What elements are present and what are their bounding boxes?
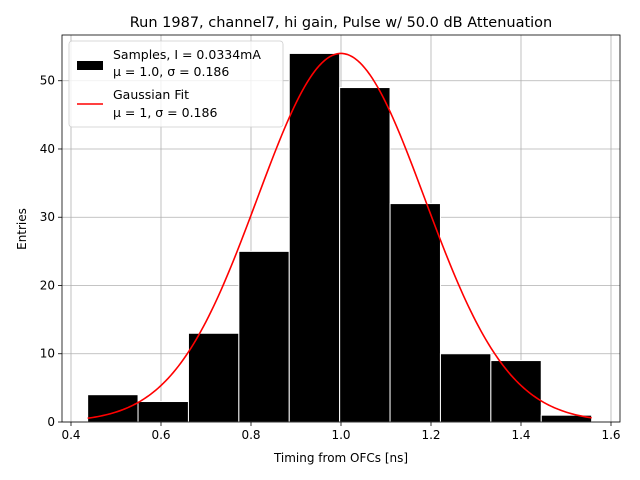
x-tick-label-3: 1.0 xyxy=(331,428,350,442)
y-tick-label-2: 20 xyxy=(40,278,55,292)
y-tick-label-1: 10 xyxy=(40,347,55,361)
legend: Samples, I = 0.0334mA μ = 1.0, σ = 0.186… xyxy=(68,40,284,128)
x-tick-label-0: 0.4 xyxy=(61,428,80,442)
legend-fit-stats: μ = 1, σ = 0.186 xyxy=(113,105,217,120)
y-tick-label-0: 0 xyxy=(47,415,55,429)
legend-histogram-swatch xyxy=(77,61,103,70)
x-tick-label-4: 1.2 xyxy=(421,428,440,442)
x-tick-label-2: 0.8 xyxy=(241,428,260,442)
histogram-bar-0 xyxy=(87,394,139,423)
histogram-bar-1 xyxy=(137,401,189,423)
histogram-bar-3 xyxy=(238,250,290,423)
x-axis-label: Timing from OFCs [ns] xyxy=(273,451,408,465)
y-tick-label-5: 50 xyxy=(40,74,55,88)
x-tick-label-6: 1.6 xyxy=(601,428,620,442)
histogram-bar-8 xyxy=(490,360,542,423)
legend-histogram-stats: μ = 1.0, σ = 0.186 xyxy=(113,64,229,79)
gaussian-fit-curve xyxy=(87,52,592,420)
legend-fit-label: Gaussian Fit xyxy=(113,87,189,102)
histogram-bars xyxy=(87,52,593,423)
x-tick-label-5: 1.4 xyxy=(511,428,530,442)
y-tick-label-4: 40 xyxy=(40,142,55,156)
histogram-bar-2 xyxy=(187,332,240,423)
legend-box xyxy=(68,40,284,128)
histogram-bar-5 xyxy=(339,87,391,423)
x-axis-ticks: 0.4 0.6 0.8 1.0 1.2 1.4 1.6 xyxy=(61,422,621,442)
chart-title: Run 1987, channel7, hi gain, Pulse w/ 50… xyxy=(130,15,553,31)
legend-histogram-label: Samples, I = 0.0334mA xyxy=(113,47,261,62)
histogram-bar-7 xyxy=(439,353,492,423)
y-axis-ticks: 0 10 20 30 40 50 xyxy=(40,74,62,429)
y-axis-label: Entries xyxy=(15,208,29,250)
histogram-bar-6 xyxy=(389,203,441,423)
y-tick-label-3: 30 xyxy=(40,210,55,224)
x-tick-label-1: 0.6 xyxy=(151,428,170,442)
histogram-bar-4 xyxy=(288,52,341,423)
